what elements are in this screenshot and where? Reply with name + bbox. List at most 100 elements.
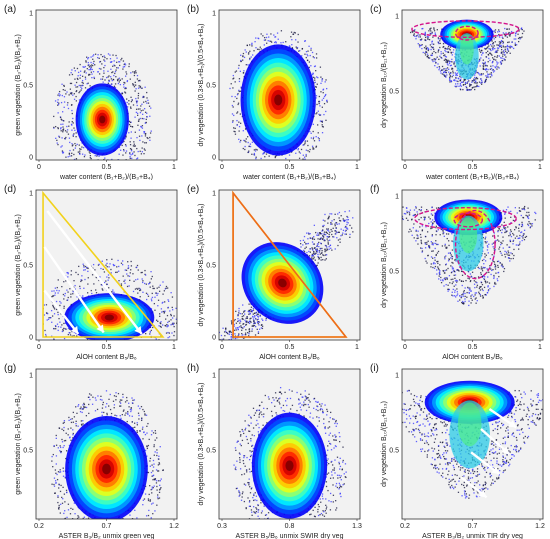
chart-c: 0 0.5 1 0.5 1 water content (B₁+B₂)/(B₃+B₄) dr… [370,4,544,180]
x-tick-label: 1.3 [352,523,362,530]
x-tick-label: 0.8 [285,523,295,530]
x-tick-label: 1 [538,344,542,351]
density-cloud [229,30,328,160]
overlays [413,207,517,280]
x-tick-label: 1 [355,164,359,171]
x-axis-label: ASTER B₃/B₂ unmix green veg [59,533,155,539]
panel-i: 0.2 0.7 1.2 0.5 1 ASTER B₃/B₂ unmix TIR dry v… [366,359,549,539]
y-tick-label: 1 [29,191,33,198]
x-axis-label: AlOH content B₅/B₆ [76,354,137,360]
x-axis-label: water content (B₁+B₂)/(B₃+B₄) [425,174,519,180]
trend-arrow [480,428,510,455]
x-tick-label: 1 [172,164,176,171]
density-cloud [219,210,354,340]
x-tick-label: 0.5 [468,344,478,351]
y-tick-label: 0.5 [389,89,399,96]
endmember-triangle [232,190,348,338]
chart-a: 0 0.5 1 0 0.5 1 water content (B₁+B₂)/(B₃+B₄) g… [4,4,178,180]
cluster-ellipse [413,207,517,231]
chart-i: 0.2 0.7 1.2 0.5 1 ASTER B₃/B₂ unmix TIR dry v… [370,363,545,539]
cluster-ellipse [411,20,520,38]
y-tick-label: 1 [395,373,399,380]
y-tick-label: 0 [29,155,33,162]
panel-g: 0.2 0.7 1.2 0.5 1 ASTER B₃/B₂ unmix green veg… [0,359,183,539]
x-tick-label: 1.2 [169,523,179,530]
density-cloud [233,386,347,519]
y-tick-label: 0 [29,335,33,342]
y-tick-label: 0 [212,335,216,342]
x-axis-label: ASTER B₅/B₆ unmix SWIR dry veg [236,533,344,539]
y-tick-label: 0.5 [23,83,33,90]
y-axis-label: dry vegetation B₁₀/(B₁₁+B₁₃) [381,401,388,487]
panel-label: (f) [370,184,379,195]
cluster-ellipse [454,25,479,41]
panel-c: 0 0.5 1 0.5 1 water content (B₁+B₂)/(B₃+B₄) dr… [366,0,549,180]
y-tick-label: 1 [29,373,33,380]
chart-g: 0.2 0.7 1.2 0.5 1 ASTER B₃/B₂ unmix green veg… [4,363,179,539]
panel-label: (h) [187,363,199,374]
panel-f: 0 0.5 1 0.5 1 AlOH content B₅/B₆ dry vegetatio… [366,180,549,360]
density-cloud [402,380,543,499]
y-axis-label: green vegetation (B₃-B₂)/(B₃+B₂) [15,34,22,136]
panel-a: 0 0.5 1 0 0.5 1 water content (B₁+B₂)/(B₃+B₄) g… [0,0,183,180]
x-tick-label: 0 [37,164,41,171]
panel-label: (e) [187,184,199,195]
y-tick-label: 1 [212,191,216,198]
y-tick-label: 0.5 [23,263,33,270]
y-tick-label: 1 [212,373,216,380]
overlays [460,408,517,499]
y-axis-label: green vegetation (B₃-B₂)/(B₃+B₂) [15,214,22,316]
panel-h: 0.3 0.8 1.3 0.5 1 ASTER B₅/B₆ unmix SWIR dry … [183,359,366,539]
x-tick-label: 0.2 [400,523,410,530]
x-axis-label: water content (B₁+B₂)/(B₃+B₄) [242,174,336,180]
trend-arrow [470,451,501,475]
overlays [411,20,520,41]
y-tick-label: 1 [29,11,33,18]
chart-d: 0 0.5 1 0 0.5 1 AlOH content B₅/B₆ green vegeta… [4,184,178,360]
x-tick-label: 0.3 [217,523,227,530]
panel-e: 0 0.5 1 0 0.5 1 AlOH content B₅/B₆ dry vegetati… [183,180,366,360]
y-tick-label: 0.5 [389,269,399,276]
y-tick-label: 1 [212,11,216,18]
x-axis-label: AlOH content B₅/B₆ [259,354,320,360]
panel-label: (b) [187,4,199,15]
trend-arrow [460,476,488,499]
y-tick-label: 0.5 [23,448,33,455]
x-tick-label: 0 [403,164,407,171]
x-tick-label: 1 [172,344,176,351]
density-cloud [402,199,537,307]
y-axis-label: dry vegetation (0.3×B₄+B₅)/(0.5×B₄+B₆) [198,23,205,146]
chart-h: 0.3 0.8 1.3 0.5 1 ASTER B₅/B₆ unmix SWIR dry … [187,363,362,539]
density-cloud [409,19,525,91]
x-tick-label: 0.5 [102,344,112,351]
chart-e: 0 0.5 1 0 0.5 1 AlOH content B₅/B₆ dry vegetati… [187,184,361,360]
trend-arrow [488,408,517,429]
x-tick-label: 0.5 [285,344,295,351]
trend-arrow [43,289,80,335]
y-tick-label: 0.5 [389,448,399,455]
density-cloud [51,390,164,519]
x-tick-label: 0 [220,344,224,351]
x-tick-label: 0 [220,164,224,171]
x-tick-label: 0.2 [34,523,44,530]
y-axis-label: dry vegetation (0.3×B₄+B₅)/(0.5×B₄+B₆) [198,203,205,326]
y-tick-label: 1 [395,14,399,21]
x-tick-label: 0.7 [102,523,112,530]
x-axis-label: water content (B₁+B₂)/(B₃+B₄) [59,174,153,180]
panel-b: 0 0.5 1 0 0.5 1 water content (B₁+B₂)/(B₃+B₄) d… [183,0,366,180]
y-tick-label: 0.5 [206,448,216,455]
trend-arrow [43,246,105,334]
x-tick-label: 1.2 [535,523,545,530]
overlays [42,190,165,338]
density-cloud [53,53,152,160]
x-tick-label: 0 [403,344,407,351]
overlays [232,190,348,338]
panel-d: 0 0.5 1 0 0.5 1 AlOH content B₅/B₆ green vegeta… [0,180,183,360]
x-tick-label: 0.5 [285,164,295,171]
panel-label: (c) [370,4,382,15]
x-tick-label: 0.5 [468,164,478,171]
x-tick-label: 0.7 [468,523,478,530]
y-tick-label: 0.5 [206,83,216,90]
panel-label: (d) [4,184,16,195]
